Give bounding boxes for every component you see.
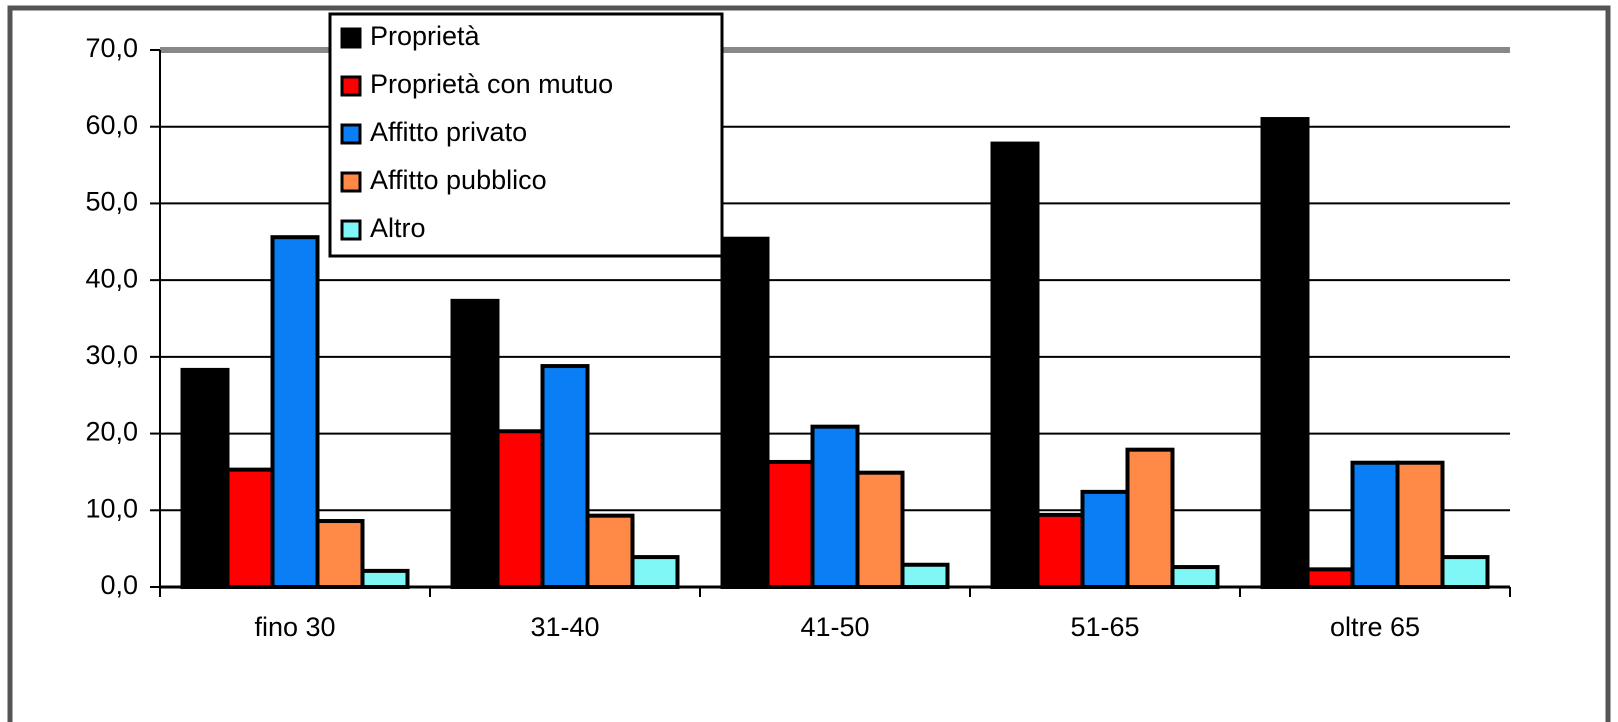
legend-swatch bbox=[340, 219, 362, 241]
legend-label: Proprietà con mutuo bbox=[370, 69, 613, 99]
legend-box bbox=[328, 12, 724, 258]
legend-swatch bbox=[340, 123, 362, 145]
bar bbox=[765, 459, 815, 590]
bar bbox=[180, 367, 230, 589]
bar bbox=[855, 470, 905, 589]
bar bbox=[810, 424, 860, 589]
bar bbox=[1035, 512, 1085, 589]
bar bbox=[1350, 460, 1400, 590]
bar bbox=[1125, 447, 1175, 589]
y-tick-label: 70,0 bbox=[85, 33, 138, 63]
y-tick-label: 40,0 bbox=[85, 263, 138, 293]
y-tick-label: 50,0 bbox=[85, 187, 138, 217]
y-tick-label: 0,0 bbox=[100, 570, 138, 600]
legend-label: Altro bbox=[370, 213, 426, 243]
bar bbox=[450, 298, 500, 589]
y-tick-label: 20,0 bbox=[85, 417, 138, 447]
bar bbox=[1440, 555, 1490, 589]
legend-label: Affitto pubblico bbox=[370, 165, 547, 195]
bar bbox=[540, 364, 590, 590]
legend-label: Proprietà bbox=[370, 21, 481, 51]
bar bbox=[495, 429, 545, 589]
x-tick-label: fino 30 bbox=[254, 612, 335, 642]
legend-swatch bbox=[340, 75, 362, 97]
y-tick-label: 10,0 bbox=[85, 493, 138, 523]
y-tick-label: 60,0 bbox=[85, 110, 138, 140]
bar bbox=[1170, 565, 1220, 589]
y-tick-label: 30,0 bbox=[85, 340, 138, 370]
legend-swatch bbox=[340, 171, 362, 193]
bar bbox=[1080, 489, 1130, 590]
legend-swatch bbox=[340, 27, 362, 49]
x-tick-label: 51-65 bbox=[1070, 612, 1139, 642]
bar bbox=[900, 562, 950, 590]
bar bbox=[720, 236, 770, 590]
x-tick-label: oltre 65 bbox=[1330, 612, 1420, 642]
bar bbox=[360, 568, 410, 590]
x-tick-label: 41-50 bbox=[800, 612, 869, 642]
bar bbox=[1305, 567, 1355, 589]
x-tick-label: 31-40 bbox=[530, 612, 599, 642]
bar bbox=[315, 519, 365, 589]
bar bbox=[270, 235, 320, 589]
bar bbox=[630, 555, 680, 589]
legend-label: Affitto privato bbox=[370, 117, 527, 147]
bar bbox=[990, 141, 1040, 589]
bar bbox=[1395, 460, 1445, 590]
bar bbox=[225, 467, 275, 589]
bar bbox=[1260, 117, 1310, 590]
bar bbox=[585, 513, 635, 589]
